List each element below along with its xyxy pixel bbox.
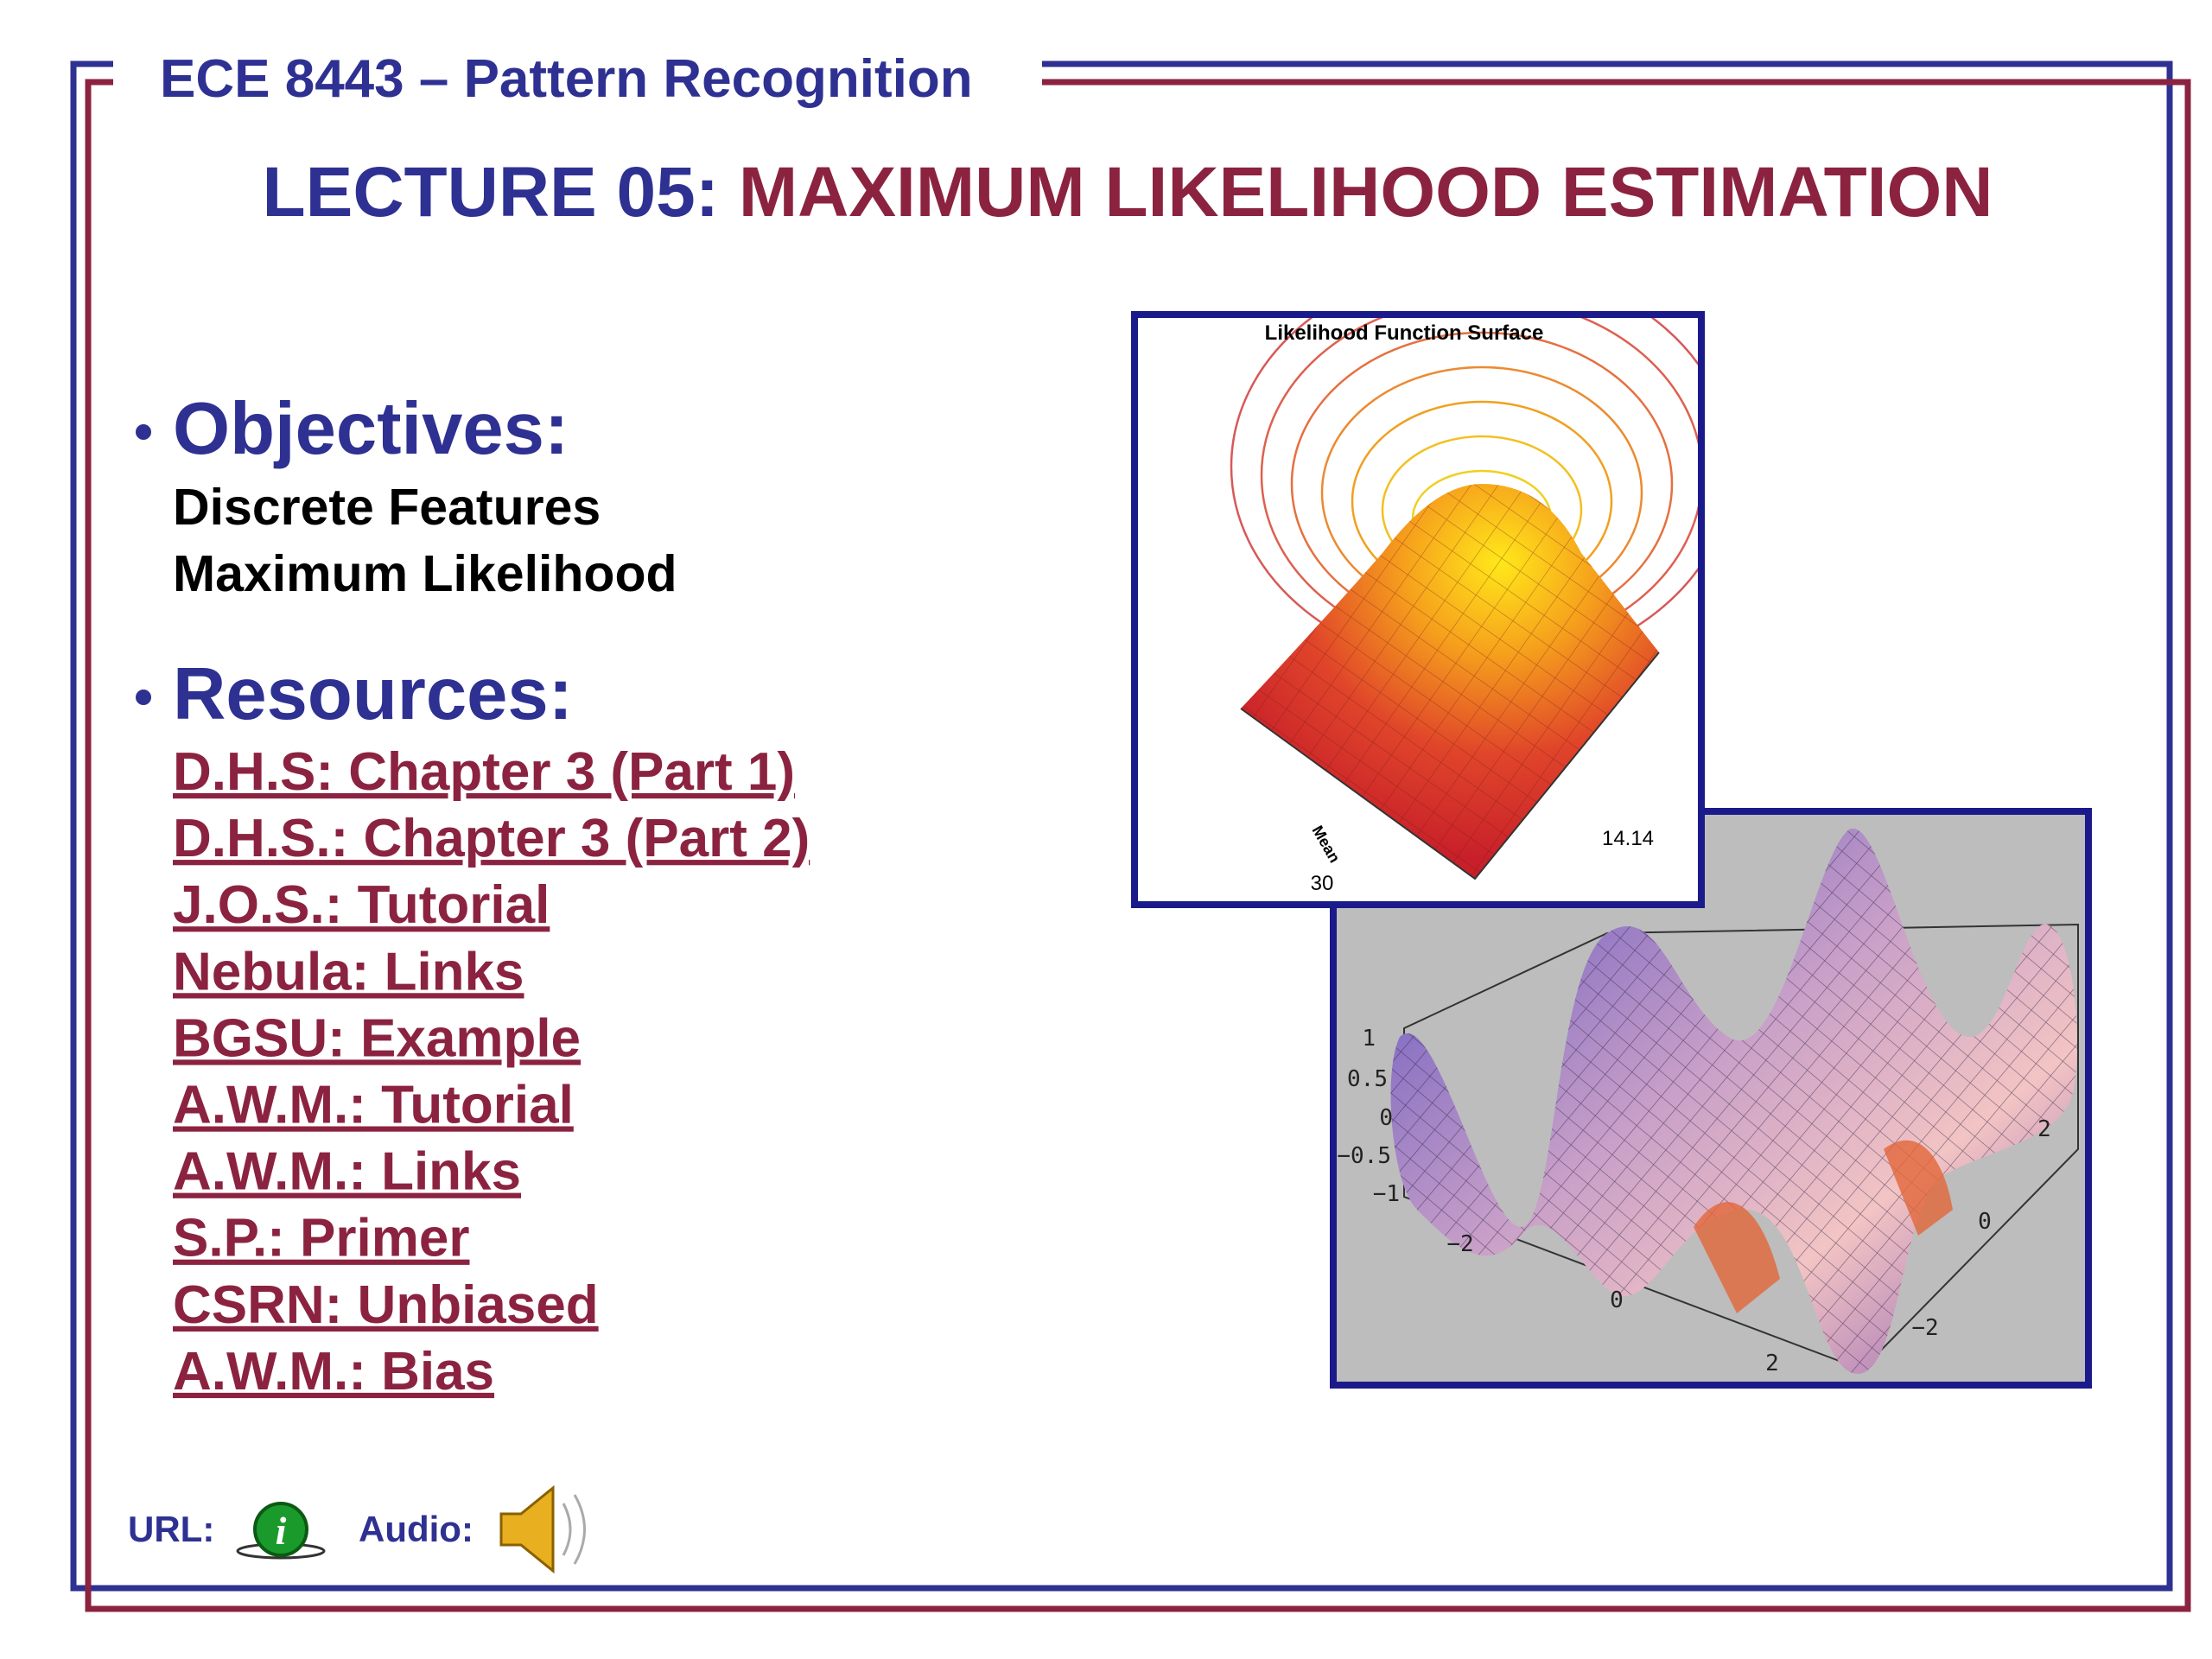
axis-tick-label: 2: [2037, 1116, 2051, 1142]
resource-link[interactable]: J.O.S.: Tutorial: [173, 875, 550, 935]
course-title: ECE 8443 – Pattern Recognition: [160, 49, 973, 109]
audio-label: Audio:: [359, 1509, 474, 1549]
figure-title: Likelihood Function Surface: [1265, 321, 1544, 345]
objective-item: Maximum Likelihood: [173, 545, 677, 602]
resources-heading: Resources:: [173, 653, 573, 735]
info-icon[interactable]: i: [236, 1502, 326, 1560]
lecture-title: LECTURE 05: MAXIMUM LIKELIHOOD ESTIMATIO…: [263, 153, 1993, 232]
svg-text:i: i: [276, 1509, 287, 1553]
url-label: URL:: [128, 1509, 214, 1549]
axis-value: 30: [1311, 872, 1334, 895]
resource-link[interactable]: BGSU: Example: [173, 1008, 581, 1068]
objective-item: Discrete Features: [173, 479, 601, 536]
resource-link[interactable]: D.H.S: Chapter 3 (Part 1): [173, 742, 795, 802]
axis-tick-label: −2: [1446, 1231, 1473, 1257]
frame: [70, 60, 2191, 1612]
resource-link[interactable]: A.W.M.: Tutorial: [173, 1076, 574, 1135]
title-prefix: LECTURE 05:: [263, 153, 720, 232]
axis-tick-label: −1: [1373, 1181, 1400, 1207]
bullet: [136, 690, 151, 705]
resource-links: D.H.S: Chapter 3 (Part 1) D.H.S.: Chapter…: [173, 742, 810, 1402]
axis-tick-label: 2: [1765, 1351, 1779, 1376]
axis-tick-label: 0: [1379, 1105, 1393, 1131]
axis-value: 14.14: [1602, 827, 1654, 850]
resource-link[interactable]: Nebula: Links: [173, 942, 524, 1001]
axis-tick-label: −0.5: [1337, 1143, 1391, 1169]
bullet: [136, 424, 151, 440]
resource-link[interactable]: CSRN: Unbiased: [173, 1275, 599, 1335]
resource-link[interactable]: D.H.S.: Chapter 3 (Part 2): [173, 809, 810, 868]
axis-tick-label: 0.5: [1347, 1066, 1388, 1092]
axis-tick-label: −2: [1911, 1315, 1938, 1341]
sine-surface-figure: 1 0.5 0 −0.5 −1 −2 0 2 2 0 −2: [1330, 808, 2092, 1389]
resource-link[interactable]: A.W.M.: Links: [173, 1142, 521, 1202]
resource-link[interactable]: S.P.: Primer: [173, 1209, 469, 1268]
resource-link[interactable]: A.W.M.: Bias: [173, 1342, 494, 1402]
objectives-heading: Objectives:: [173, 388, 569, 470]
audio-icon[interactable]: [499, 1484, 586, 1574]
title-main: MAXIMUM LIKELIHOOD ESTIMATION: [739, 153, 1993, 232]
axis-tick-label: 1: [1362, 1026, 1376, 1052]
axis-tick-label: 0: [1978, 1209, 1992, 1235]
axis-tick-label: 0: [1610, 1287, 1624, 1313]
